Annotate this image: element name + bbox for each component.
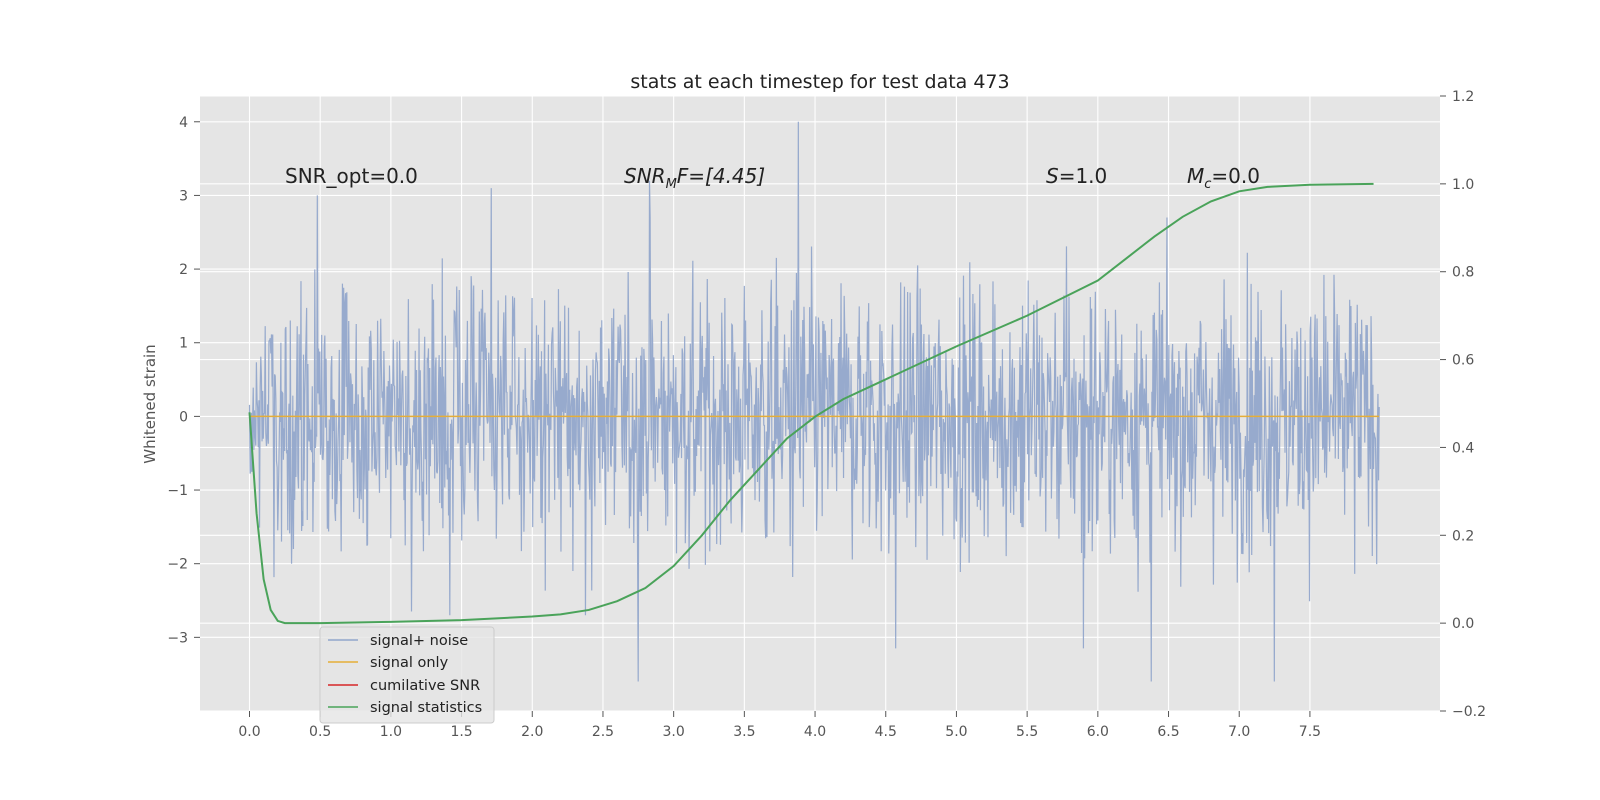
x-tick-label-1: 0.5 (309, 724, 331, 740)
x-tick-label-8: 4.0 (804, 724, 826, 740)
x-axis-ticks: 0.0 0.5 1.0 1.5 2.0 2.5 3.0 3.5 4.0 4.5 5.0 5.5 6.0 6… (238, 711, 1321, 740)
x-tick-label-10: 5.0 (945, 724, 967, 740)
legend-label-signal-noise: signal+ noise (370, 633, 468, 649)
y-right-tick-label-4: 0.6 (1452, 353, 1474, 369)
annotation-snr-mf-main: SNR (624, 164, 666, 188)
legend: signal+ noise signal only cumilative SNR… (319, 626, 495, 724)
legend-label-signal-statistics: signal statistics (370, 700, 482, 716)
y-tick-label-2: −1 (167, 483, 188, 499)
y-tick-label-3: 0 (179, 409, 188, 425)
annotation-mc-var: M (1187, 164, 1204, 188)
x-tick-label-2: 1.0 (380, 724, 402, 740)
y-tick-label-0: −3 (167, 630, 188, 646)
y-right-tick-label-7: 1.2 (1452, 89, 1474, 105)
annotation-mc-sub: c (1204, 177, 1211, 192)
annotation-snr-opt: SNR_opt=0.0 (285, 164, 418, 188)
x-tick-label-12: 6.0 (1087, 724, 1109, 740)
x-tick-label-14: 7.0 (1228, 724, 1250, 740)
y-tick-label-6: 3 (179, 188, 188, 204)
y-right-tick-label-2: 0.2 (1452, 528, 1474, 544)
legend-box (319, 626, 495, 724)
x-tick-label-3: 1.5 (450, 724, 472, 740)
x-tick-label-4: 2.0 (521, 724, 543, 740)
annotation-mc: Mc=0.0 (1187, 164, 1260, 192)
y-right-tick-label-1: 0.0 (1452, 616, 1474, 632)
signal-noise-line (248, 121, 1380, 682)
legend-label-signal-only: signal only (370, 655, 449, 671)
x-tick-label-0: 0.0 (238, 724, 260, 740)
x-tick-label-9: 4.5 (875, 724, 897, 740)
signal-statistics-series (248, 182, 1374, 625)
y-axis-ticks: −3 −2 −1 0 1 2 3 4 (167, 115, 200, 646)
x-tick-label-15: 7.5 (1299, 724, 1321, 740)
x-tick-label-6: 3.0 (663, 724, 685, 740)
y-right-tick-label-5: 0.8 (1452, 265, 1474, 281)
annotation-s-value: =1.0 (1059, 164, 1108, 188)
annotation-s-var: S (1046, 164, 1059, 188)
annotation-mc-value: =0.0 (1211, 164, 1260, 188)
y-right-tick-label-0: −0.2 (1452, 704, 1486, 720)
chart-title: stats at each timestep for test data 473 (630, 71, 1009, 93)
annotation-snr-mf-rest: F=[4.45] (677, 164, 765, 188)
signal-statistics-line (248, 182, 1374, 625)
annotation-snr-mf: SNRMF=[4.45] (624, 164, 765, 192)
y-tick-label-4: 1 (179, 336, 188, 352)
annotation-snr-mf-sub: M (666, 177, 677, 192)
x-tick-label-7: 3.5 (733, 724, 755, 740)
right-y-axis-ticks: −0.2 0.0 0.2 0.4 0.6 0.8 1.0 1.2 (1440, 89, 1486, 720)
x-tick-label-11: 5.5 (1016, 724, 1038, 740)
annotation-s: S=1.0 (1046, 164, 1107, 188)
x-tick-label-13: 6.5 (1157, 724, 1179, 740)
y-axis-label: Whitened strain (141, 344, 159, 463)
y-right-tick-label-6: 1.0 (1452, 177, 1474, 193)
x-tick-label-5: 2.5 (592, 724, 614, 740)
y-tick-label-7: 4 (179, 115, 188, 131)
y-right-tick-label-3: 0.4 (1452, 440, 1474, 456)
y-tick-label-1: −2 (167, 557, 188, 573)
legend-label-cumulative-snr: cumilative SNR (370, 678, 480, 694)
y-tick-label-5: 2 (179, 262, 188, 278)
signal-noise-series (248, 121, 1380, 682)
